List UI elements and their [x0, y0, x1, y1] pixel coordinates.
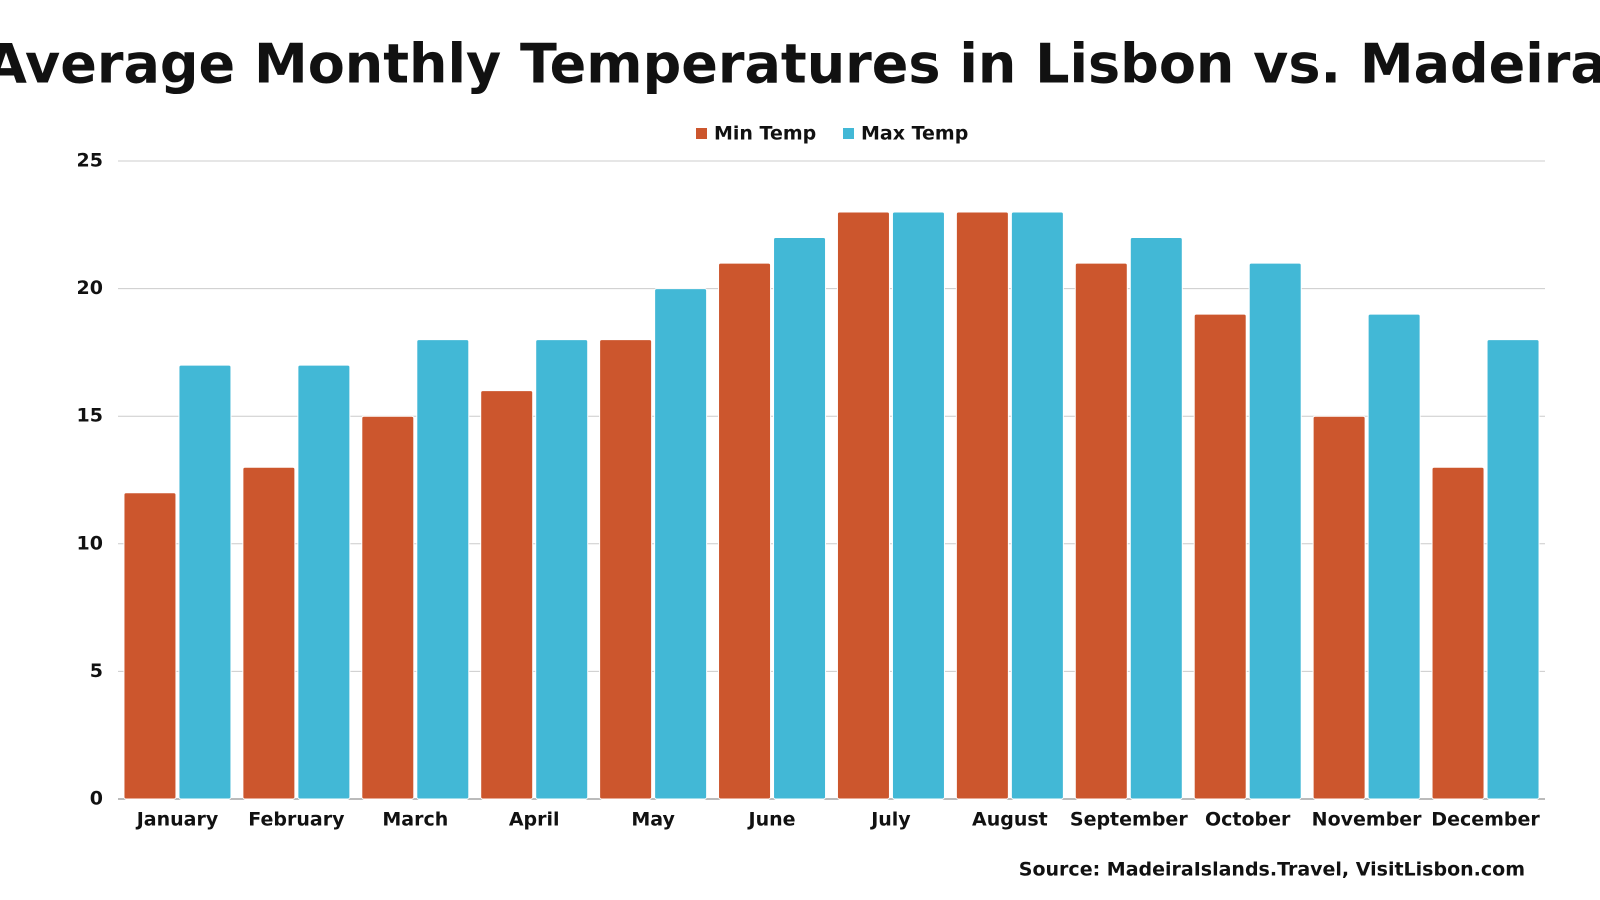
bar [416, 339, 470, 800]
x-tick-label: October [1205, 809, 1291, 831]
bar [1129, 237, 1183, 800]
y-tick-label: 15 [77, 405, 103, 427]
bar [718, 262, 772, 800]
bar [955, 211, 1009, 800]
x-tick-label: September [1070, 809, 1188, 831]
y-tick-label: 20 [77, 277, 103, 299]
bar [599, 339, 653, 800]
bar [535, 339, 589, 800]
x-tick-label: December [1431, 809, 1540, 831]
x-tick-label: January [135, 809, 219, 831]
y-tick-label: 25 [77, 150, 103, 172]
bar [242, 466, 296, 800]
x-tick-label: February [248, 809, 345, 831]
bar [1312, 415, 1366, 800]
bar [1193, 313, 1247, 800]
y-tick-label: 10 [77, 532, 103, 554]
bar [297, 364, 351, 800]
bar [654, 288, 708, 800]
y-tick-label: 0 [90, 788, 103, 810]
legend-swatch [843, 128, 854, 139]
bar [836, 211, 890, 800]
bar [1431, 466, 1485, 800]
bar [178, 364, 232, 800]
bar [1248, 262, 1302, 800]
x-tick-label: August [972, 809, 1048, 831]
bar [891, 211, 945, 800]
x-tick-label: July [869, 809, 911, 831]
bar [773, 237, 827, 800]
bar [361, 415, 415, 800]
legend-label: Max Temp [861, 123, 968, 145]
y-tick-label: 5 [90, 660, 103, 682]
bar [1486, 339, 1540, 800]
bar [1074, 262, 1128, 800]
chart-title: Average Monthly Temperatures in Lisbon v… [0, 33, 1600, 96]
bar [1367, 313, 1421, 800]
x-tick-label: May [631, 809, 675, 831]
bar [480, 390, 534, 800]
x-tick-label: April [509, 809, 560, 831]
bar [123, 492, 177, 800]
source-note: Source: MadeiraIslands.Travel, VisitLisb… [1019, 859, 1525, 881]
legend-label: Min Temp [714, 123, 816, 145]
x-tick-label: March [382, 809, 448, 831]
legend-swatch [696, 128, 707, 139]
x-tick-label: November [1312, 809, 1423, 831]
x-tick-label: June [747, 809, 796, 831]
bar [1010, 211, 1064, 800]
